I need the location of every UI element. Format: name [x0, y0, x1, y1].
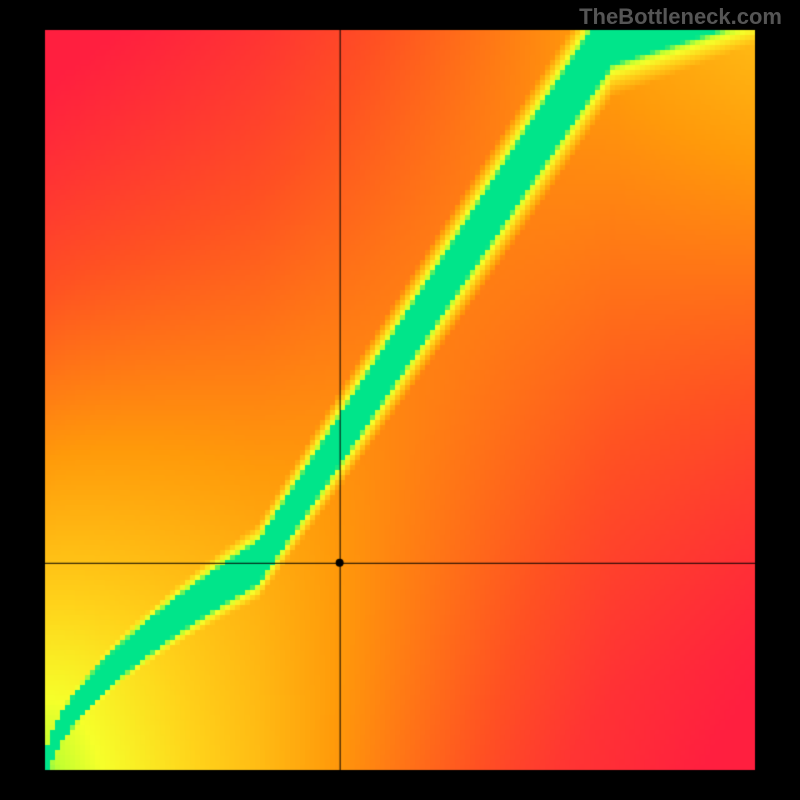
- heatmap-canvas: [0, 0, 800, 800]
- chart-container: TheBottleneck.com: [0, 0, 800, 800]
- watermark-text: TheBottleneck.com: [579, 4, 782, 30]
